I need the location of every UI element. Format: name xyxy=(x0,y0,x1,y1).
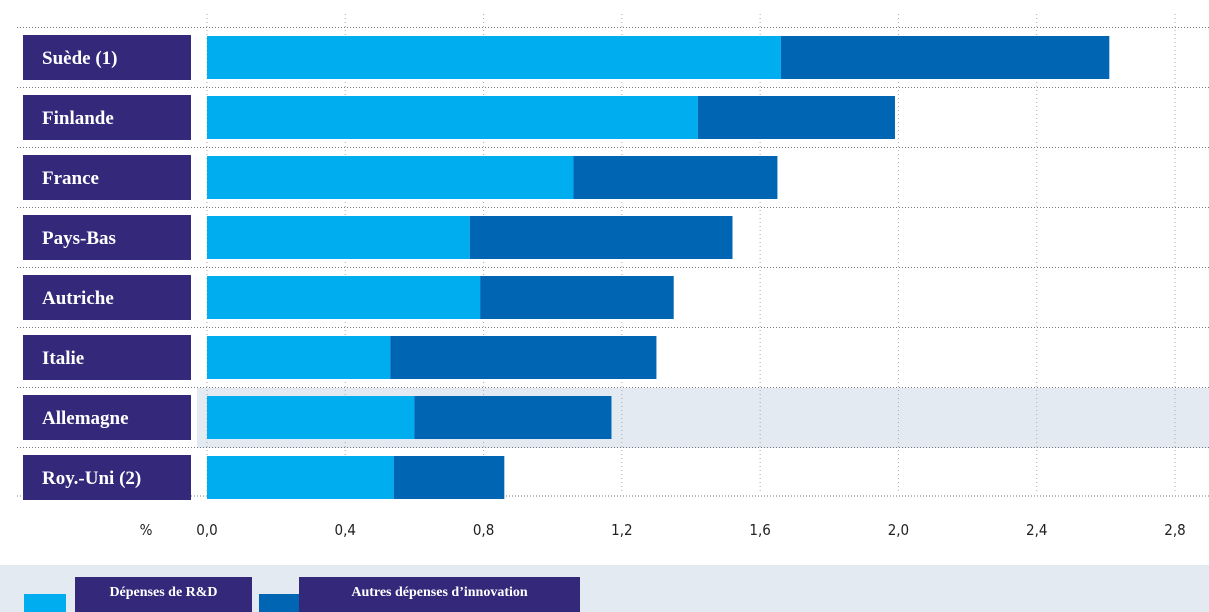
x-tick-label: 0,4 xyxy=(335,521,356,539)
bar-rd xyxy=(207,276,481,319)
category-label-bg xyxy=(23,35,191,80)
category-label: Pays-Bas xyxy=(42,228,116,249)
bar-other-innovation xyxy=(393,456,505,499)
category-label: Italie xyxy=(42,348,84,369)
category-label: Suède (1) xyxy=(42,48,117,69)
legend-swatch-rd xyxy=(24,594,66,612)
bar-rd xyxy=(207,156,574,199)
legend-swatch-other xyxy=(259,594,301,612)
category-label-bg xyxy=(23,155,191,200)
x-tick-label: 0,0 xyxy=(196,521,217,539)
bar-rd xyxy=(207,456,394,499)
x-tick-label: 2,4 xyxy=(1026,521,1047,539)
category-label: Finlande xyxy=(42,108,114,129)
x-tick-label: 2,8 xyxy=(1164,521,1185,539)
category-label: Autriche xyxy=(42,288,114,309)
category-label: Roy.-Uni (2) xyxy=(42,468,141,489)
x-tick-label: 2,0 xyxy=(888,521,909,539)
bar-other-innovation xyxy=(414,396,612,439)
legend-label-rd: Dépenses de R&D xyxy=(75,577,252,612)
category-label-bg xyxy=(23,335,191,380)
category-label: France xyxy=(42,168,99,189)
bar-rd xyxy=(207,216,470,259)
bar-other-innovation xyxy=(469,216,733,259)
category-label-bg xyxy=(23,95,191,140)
bar-other-innovation xyxy=(480,276,674,319)
bar-other-innovation xyxy=(390,336,657,379)
bar-other-innovation xyxy=(697,96,895,139)
legend: Dépenses de R&D Autres dépenses d’innova… xyxy=(0,565,1209,612)
x-tick-label: 0,8 xyxy=(473,521,494,539)
legend-label-other: Autres dépenses d’innovation xyxy=(299,577,580,612)
category-label-bg xyxy=(23,275,191,320)
bar-rd xyxy=(207,336,391,379)
category-label: Allemagne xyxy=(42,408,129,429)
bar-other-innovation xyxy=(780,36,1110,79)
bar-rd xyxy=(207,96,698,139)
category-label-bg xyxy=(23,395,191,440)
bar-other-innovation xyxy=(573,156,778,199)
bar-rd xyxy=(207,396,415,439)
x-tick-label: 1,6 xyxy=(749,521,770,539)
category-label-bg xyxy=(23,215,191,260)
x-axis-unit: % xyxy=(140,521,153,539)
x-tick-label: 1,2 xyxy=(611,521,632,539)
stacked-bar-chart: Suède (1) Finlande France Pays-Bas Autriche I… xyxy=(17,14,1209,539)
bar-rd xyxy=(207,36,781,79)
category-label-bg xyxy=(23,455,191,500)
